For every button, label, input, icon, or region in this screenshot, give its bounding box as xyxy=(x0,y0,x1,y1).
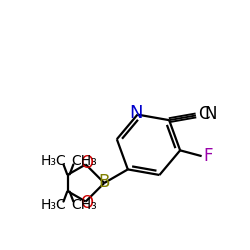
Text: CH₃: CH₃ xyxy=(71,154,97,168)
Text: F: F xyxy=(203,147,213,165)
Text: C: C xyxy=(198,105,209,123)
Text: H₃C: H₃C xyxy=(40,198,66,212)
Text: B: B xyxy=(98,173,110,191)
Text: O: O xyxy=(80,154,94,172)
Text: CH₃: CH₃ xyxy=(71,198,97,212)
Text: O: O xyxy=(80,194,94,212)
Text: H₃C: H₃C xyxy=(40,154,66,168)
Text: N: N xyxy=(130,104,143,122)
Text: N: N xyxy=(205,105,217,123)
